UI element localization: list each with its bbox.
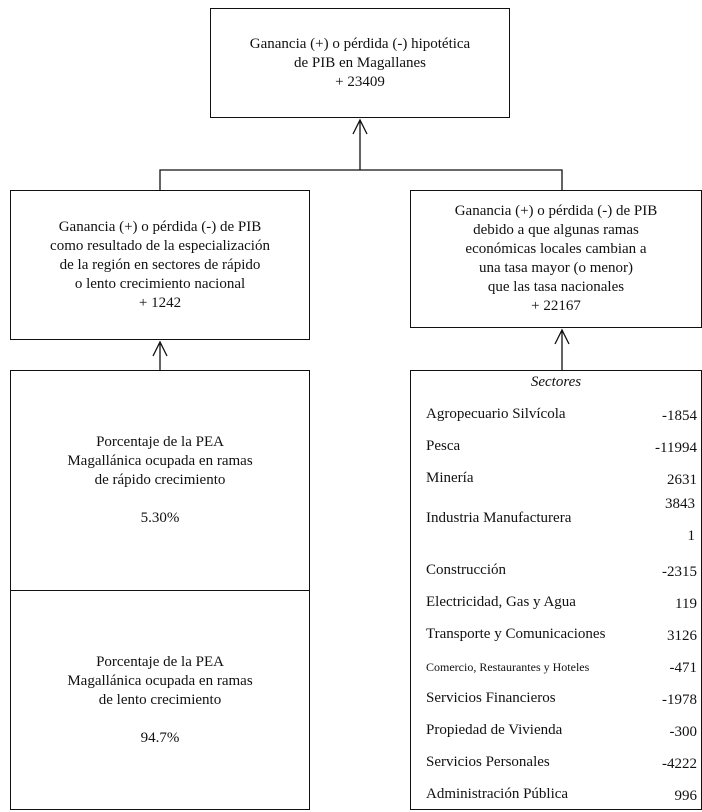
box-line: como resultado de la especialización — [50, 237, 270, 254]
box-line: Ganancia (+) o pérdida (-) hipotética — [249, 35, 471, 52]
sector-name: Administración Pública — [426, 786, 569, 802]
arrow — [554, 328, 570, 370]
box-line: o lento crecimiento nacional — [74, 275, 246, 292]
sector-value: 2631 — [667, 472, 697, 488]
sector-value: -1854 — [662, 408, 697, 424]
sector-value: -471 — [669, 660, 698, 676]
sector-name: Pesca — [426, 438, 461, 454]
sector-name: Transporte y Comunicaciones — [426, 626, 606, 642]
sector-name: Minería — [426, 470, 474, 486]
box-line: debido a que algunas ramas — [473, 222, 639, 238]
box-line: de la región en sectores de rápido — [59, 256, 261, 273]
box-line: + 22167 — [531, 298, 581, 314]
sector-value: -300 — [669, 724, 698, 740]
sector-value: -11994 — [655, 440, 697, 456]
sector-name: Servicios Personales — [426, 754, 550, 770]
slow-box: Porcentaje de la PEA Magallánica ocupada … — [10, 590, 310, 810]
box-line: Magallánica ocupada en ramas — [67, 672, 253, 689]
box-line: Porcentaje de la PEA — [96, 653, 224, 670]
sector-value: -4222 — [662, 756, 697, 772]
box-line: Porcentaje de la PEA — [96, 434, 224, 450]
sector-value: -2315 — [662, 564, 697, 580]
sector-name: Electricidad, Gas y Agua — [426, 594, 576, 610]
arrow — [152, 340, 168, 370]
box-line: de rápido crecimiento — [94, 472, 226, 488]
sector-name: Agropecuario Silvícola — [426, 406, 566, 422]
arrow — [352, 118, 368, 170]
box-line: + 1242 — [138, 294, 182, 311]
box-line: Ganancia (+) o pérdida (-) de PIB — [58, 218, 262, 235]
fast-box: Porcentaje de la PEA Magallánica ocupada … — [10, 370, 310, 591]
sector-name: Construcción — [426, 562, 506, 578]
box-line: Magallánica ocupada en ramas — [67, 453, 253, 469]
sector-name: Industria Manufacturera — [426, 510, 572, 526]
box-line: + 23409 — [335, 73, 385, 90]
sector-value: 996 — [674, 788, 698, 804]
connector — [159, 169, 563, 190]
box-line: que las tasa nacionales — [487, 279, 625, 295]
box-value: 94.7% — [140, 729, 180, 746]
box-line: económicas locales cambian a — [465, 241, 647, 257]
sector-value: -1978 — [662, 692, 697, 708]
sector-name: Propiedad de Vivienda — [426, 722, 563, 738]
sector-name: Servicios Financieros — [426, 690, 556, 706]
box-line: de PIB en Magallanes — [293, 54, 427, 71]
box-line: Ganancia (+) o pérdida (-) de PIB — [454, 203, 658, 219]
box-value: 5.30% — [140, 510, 180, 526]
sector-name: Comercio, Restaurantes y Hoteles — [426, 660, 590, 674]
right-box: Ganancia (+) o pérdida (-) de PIB debido … — [410, 190, 702, 328]
box-line: una tasa mayor (o menor) — [478, 260, 634, 276]
left-box: Ganancia (+) o pérdida (-) de PIB como re… — [10, 190, 310, 340]
top-box: Ganancia (+) o pérdida (-) hipotética de … — [210, 8, 510, 118]
sector-value: 119 — [675, 596, 697, 612]
box-line: de lento crecimiento — [98, 691, 222, 708]
sector-value: 38431 — [665, 496, 695, 544]
table-header: Sectores — [530, 374, 582, 390]
sector-value: 3126 — [667, 628, 697, 644]
